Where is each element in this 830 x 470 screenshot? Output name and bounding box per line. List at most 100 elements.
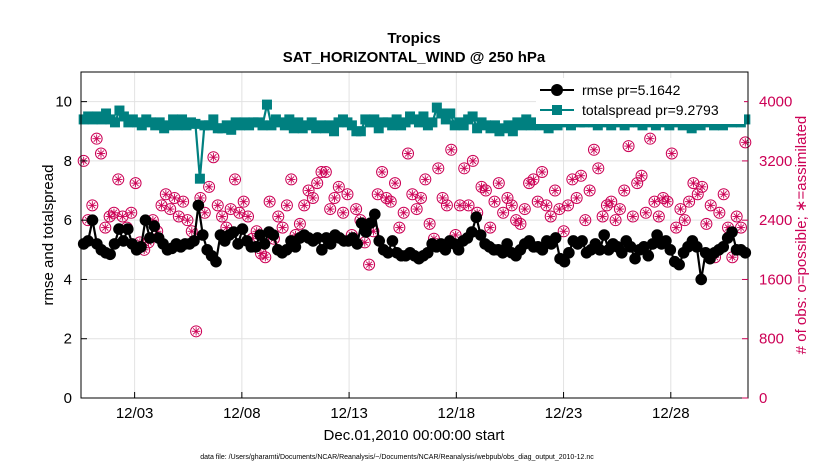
rmse-point — [629, 252, 641, 265]
obs-point-circle — [203, 180, 216, 193]
spread-point — [436, 108, 447, 119]
x-tick-label: 12/28 — [652, 405, 690, 422]
obs-point-circle — [596, 210, 609, 223]
y2-tick-label: 3200 — [759, 153, 792, 170]
spread-point — [203, 120, 214, 131]
chart-subtitle: SAT_HORIZONTAL_WIND @ 250 hPa — [283, 49, 546, 66]
obs-point-asterisk — [638, 172, 645, 180]
spread-point — [288, 123, 299, 134]
obs-point-asterisk — [646, 135, 654, 142]
obs-point-asterisk — [110, 209, 118, 217]
obs-point — [432, 162, 445, 175]
obs-point-circle — [458, 162, 471, 175]
obs-point — [306, 191, 319, 204]
obs-point — [414, 191, 427, 204]
obs-point-circle — [177, 195, 190, 208]
obs-point-asterisk — [162, 190, 170, 198]
obs-point-asterisk — [716, 209, 723, 217]
obs-point-asterisk — [729, 253, 736, 261]
spread-point — [329, 126, 340, 137]
obs-point-asterisk — [737, 224, 745, 231]
rmse-point — [355, 217, 368, 229]
obs-point — [726, 251, 739, 264]
obs-point-asterisk — [538, 168, 546, 176]
obs-point-asterisk — [102, 224, 109, 231]
obs-point-circle — [332, 180, 345, 193]
obs-point-circle — [86, 199, 99, 212]
obs-point-asterisk — [296, 220, 304, 228]
obs-point-asterisk — [387, 198, 395, 205]
obs-point — [419, 173, 432, 186]
obs-point-asterisk — [569, 176, 576, 183]
obs-point-asterisk — [201, 209, 209, 217]
y-tick-label: 6 — [64, 212, 72, 229]
obs-point-circle — [462, 199, 475, 212]
obs-point-asterisk — [742, 139, 749, 146]
rmse-point — [646, 238, 659, 250]
obs-point — [605, 195, 618, 208]
obs-point-asterisk — [188, 228, 196, 235]
obs-point-circle — [717, 188, 730, 201]
obs-point — [574, 169, 587, 182]
obs-point-circle — [713, 206, 726, 219]
y-tick-label: 10 — [55, 94, 72, 111]
rmse-point — [144, 232, 156, 244]
obs-point-asterisk — [223, 224, 230, 231]
rmse-point — [316, 244, 328, 256]
obs-point — [125, 206, 138, 219]
obs-point-asterisk — [119, 213, 126, 220]
obs-point-asterisk — [300, 202, 308, 209]
obs-point-circle — [579, 214, 592, 227]
y-tick-label: 8 — [64, 153, 72, 170]
spread-point — [266, 120, 277, 131]
plot-frame — [80, 71, 749, 399]
obs-point-asterisk — [495, 179, 503, 187]
legend-spread-marker — [552, 105, 562, 115]
obs-point-asterisk — [422, 176, 429, 183]
obs-point — [177, 195, 190, 208]
spread-point — [194, 173, 205, 184]
obs-point-asterisk — [582, 216, 589, 224]
obs-point — [497, 206, 510, 219]
spread-point — [445, 108, 456, 119]
obs-point-asterisk — [262, 253, 269, 261]
obs-point — [704, 199, 717, 212]
spread-point — [279, 120, 290, 131]
obs-point — [402, 147, 415, 160]
obs-point-circle — [600, 199, 613, 212]
obs-point-asterisk — [309, 194, 317, 202]
obs-point — [440, 199, 453, 212]
obs-point — [579, 214, 592, 227]
obs-point-asterisk — [227, 205, 234, 213]
rmse-point — [196, 229, 209, 241]
obs-point-circle — [211, 199, 224, 212]
obs-point-circle — [164, 203, 177, 216]
obs-point-asterisk — [339, 209, 347, 217]
rmse-point — [121, 223, 134, 235]
obs-point-circle — [488, 195, 501, 208]
spread-point — [369, 114, 380, 125]
obs-point-asterisk — [171, 194, 178, 202]
spread-point — [543, 123, 554, 134]
obs-point-circle — [280, 199, 293, 212]
rmse-point — [466, 226, 478, 238]
obs-point-circle — [644, 132, 657, 145]
obs-point-circle — [635, 169, 648, 182]
obs-point — [453, 199, 466, 212]
obs-point-asterisk — [586, 187, 593, 194]
obs-point-circle — [216, 210, 229, 223]
obs-point — [665, 147, 678, 160]
obs-point-circle — [263, 195, 276, 208]
obs-point-circle — [540, 199, 553, 212]
rmse-point — [421, 246, 434, 259]
obs-point — [389, 177, 402, 190]
obs-point — [488, 195, 501, 208]
rmse-point — [210, 255, 222, 268]
obs-point — [376, 166, 389, 179]
rmse-point — [717, 241, 730, 253]
obs-point-asterisk — [266, 198, 273, 205]
obs-point — [86, 199, 99, 212]
rmse-point — [558, 255, 571, 268]
x-tick-label: 12/18 — [438, 405, 476, 422]
obs-point-asterisk — [378, 168, 386, 176]
